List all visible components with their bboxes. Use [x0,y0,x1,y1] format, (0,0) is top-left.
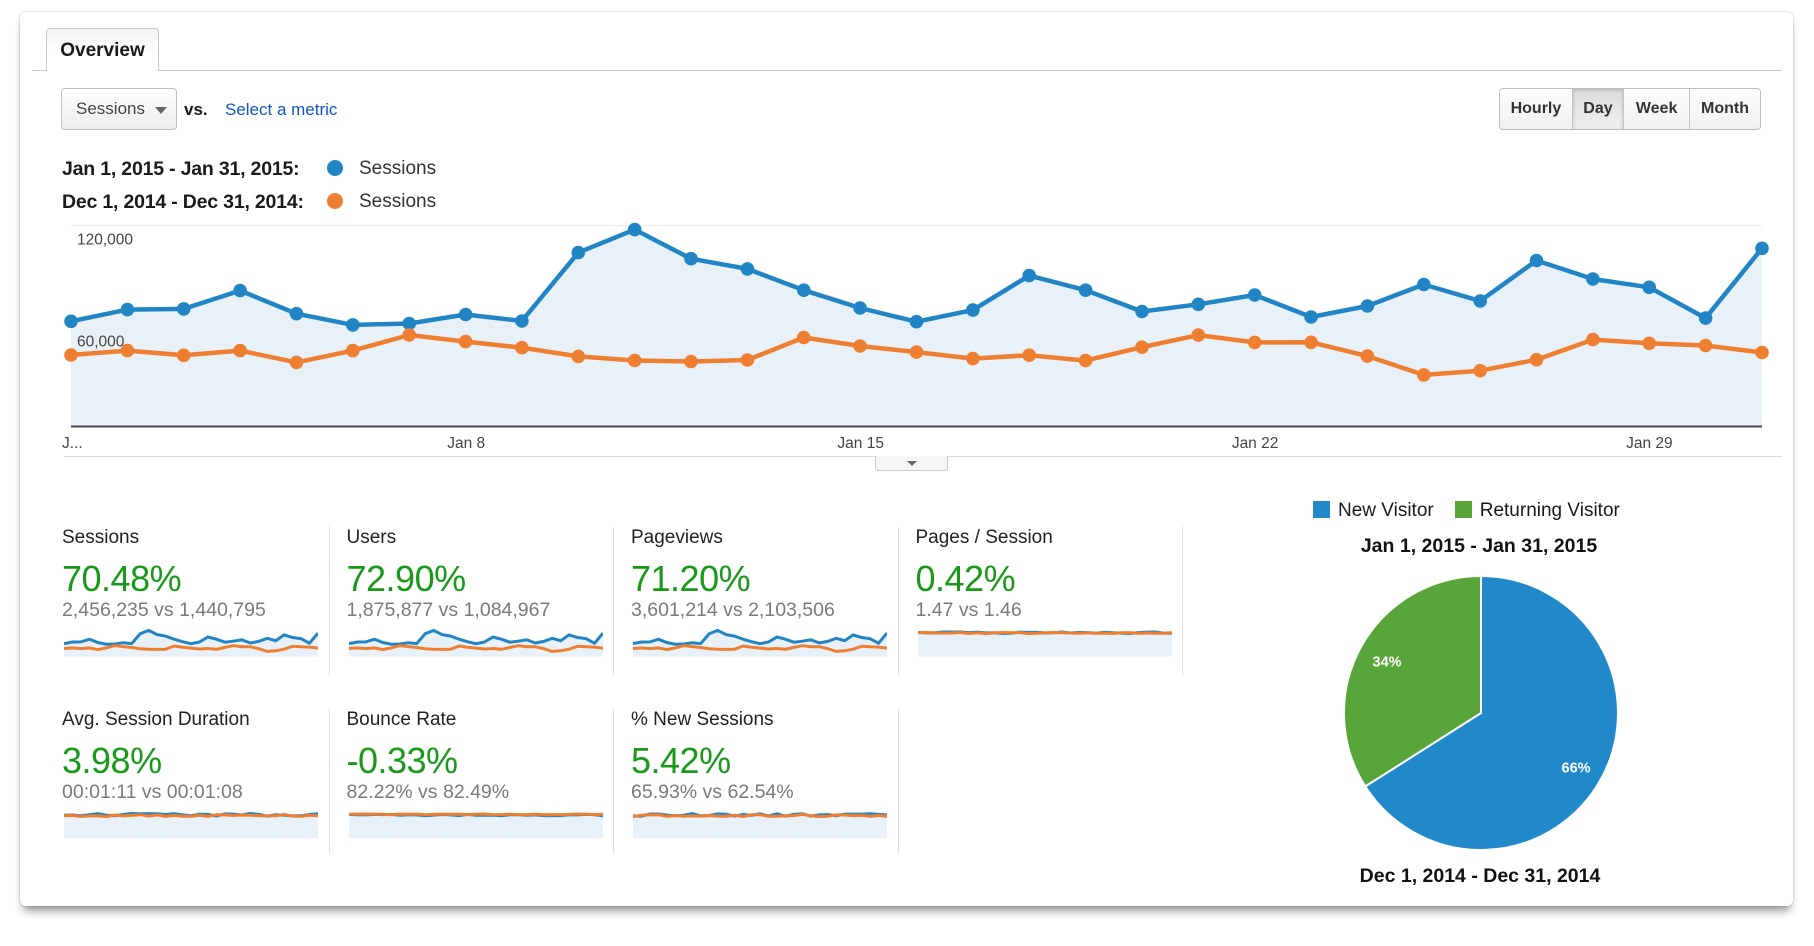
svg-text:60,000: 60,000 [77,334,125,351]
svg-text:120,000: 120,000 [77,232,133,249]
svg-text:66%: 66% [1561,761,1590,777]
svg-text:34%: 34% [1372,655,1401,671]
